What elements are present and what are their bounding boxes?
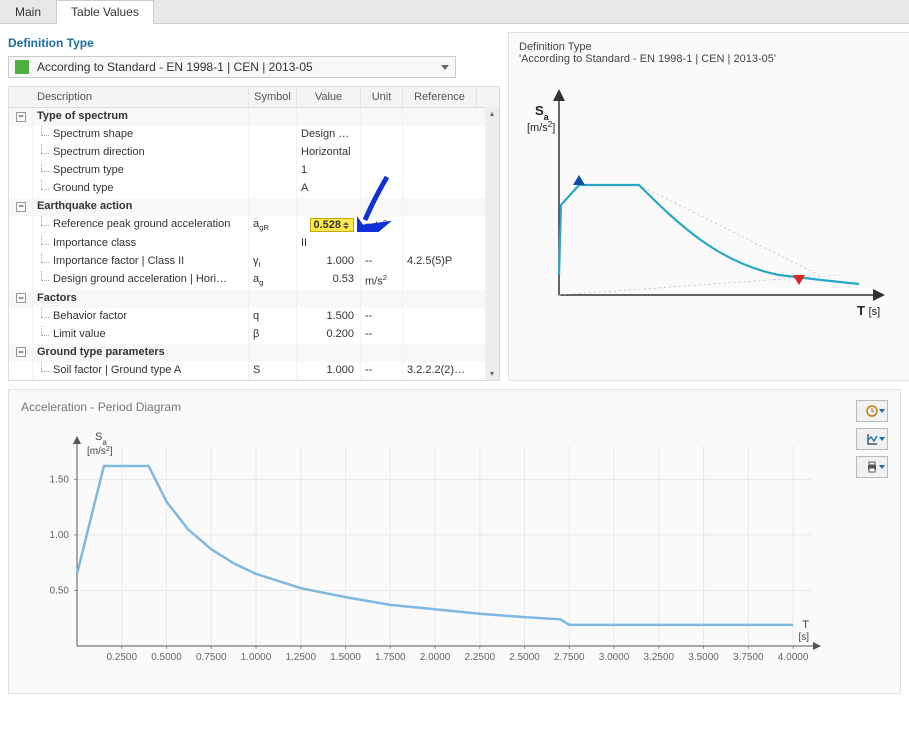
col-unit: Unit (361, 87, 403, 107)
acceleration-period-chart: 0.50 1.00 1.50 0.2500 0.5000 0.7500 1.0000 1.25… (21, 422, 841, 682)
svg-text:1.00: 1.00 (50, 529, 70, 540)
definition-type-title: Definition Type (8, 36, 500, 50)
svg-text:0.2500: 0.2500 (106, 652, 137, 663)
print-tool-button[interactable] (856, 456, 888, 478)
svg-text:1.2500: 1.2500 (285, 652, 316, 663)
category-row: −Factors (9, 290, 499, 308)
category-row: − Type of spectrum (9, 108, 499, 126)
print-icon (865, 460, 879, 474)
svg-text:[m/s2]: [m/s2] (527, 120, 555, 135)
vertical-scrollbar[interactable]: ▴ ▾ (485, 107, 499, 380)
value-cell-agr[interactable]: 0.528 (297, 216, 361, 234)
table-row: Reference peak ground acceleration agR 0… (9, 216, 499, 235)
table-row: Ground typeA (9, 180, 499, 198)
left-pane: Definition Type According to Standard - … (8, 32, 500, 381)
collapse-icon[interactable]: − (16, 293, 26, 303)
table-row: Behavior factorq1.500-- (9, 308, 499, 326)
table-row: Importance classII (9, 235, 499, 253)
chevron-down-icon (879, 437, 885, 441)
category-row: − Earthquake action (9, 198, 499, 216)
svg-text:1.5000: 1.5000 (330, 652, 361, 663)
col-symbol: Symbol (249, 87, 297, 107)
chevron-down-icon (879, 409, 885, 413)
scroll-up-icon[interactable]: ▴ (488, 107, 496, 120)
svg-text:1.0000: 1.0000 (241, 652, 272, 663)
collapse-icon[interactable]: − (16, 112, 26, 122)
svg-text:0.5000: 0.5000 (151, 652, 182, 663)
svg-text:2.0000: 2.0000 (420, 652, 451, 663)
tab-bar: Main Table Values (0, 0, 909, 24)
svg-text:T: T (802, 619, 809, 631)
svg-text:T [s]: T [s] (857, 303, 880, 318)
table-row: Spectrum directionHorizontal (9, 144, 499, 162)
standard-color-swatch (15, 60, 29, 74)
svg-text:0.50: 0.50 (50, 585, 70, 596)
definition-type-dropdown[interactable]: According to Standard - EN 1998-1 | CEN … (8, 56, 456, 78)
collapse-icon[interactable]: − (16, 347, 26, 357)
svg-text:2.7500: 2.7500 (554, 652, 585, 663)
chart-toolbar (856, 400, 888, 685)
col-reference: Reference (403, 87, 477, 107)
dropdown-selected-text: According to Standard - EN 1998-1 | CEN … (37, 60, 441, 74)
svg-text:3.7500: 3.7500 (733, 652, 764, 663)
clock-tool-button[interactable] (856, 400, 888, 422)
preview-subtitle: 'According to Standard - EN 1998-1 | CEN… (519, 53, 899, 65)
chevron-down-icon (441, 65, 449, 70)
table-row: Importance factor | Class IIγI1.000--4.2… (9, 253, 499, 271)
right-preview-pane: Definition Type 'According to Standard -… (508, 32, 909, 381)
svg-text:1.7500: 1.7500 (375, 652, 406, 663)
svg-text:[m/s2]: [m/s2] (87, 445, 113, 457)
svg-text:[s]: [s] (798, 632, 809, 643)
axes-tool-button[interactable] (856, 428, 888, 450)
svg-text:0.7500: 0.7500 (196, 652, 227, 663)
table-row: Soil factor | Ground type AS1.000--3.2.2… (9, 362, 499, 380)
table-row: Spectrum shapeDesign Spectrum (9, 126, 499, 144)
spinner-icon[interactable] (343, 222, 351, 229)
spectrum-preview-chart: Sa[m/s2]T [s] (519, 75, 899, 335)
table-row: Design ground acceleration | Hori…ag0.53… (9, 271, 499, 290)
svg-text:2.2500: 2.2500 (465, 652, 496, 663)
parameters-grid: Description Symbol Value Unit Reference … (8, 86, 500, 381)
svg-text:2.5000: 2.5000 (509, 652, 540, 663)
grid-header: Description Symbol Value Unit Reference (9, 87, 499, 108)
svg-text:3.5000: 3.5000 (688, 652, 719, 663)
table-row: Limit valueβ0.200-- (9, 326, 499, 344)
svg-text:4.0000: 4.0000 (778, 652, 809, 663)
acceleration-period-panel: Acceleration - Period Diagram 0.50 1.00 1.… (8, 389, 901, 694)
preview-title: Definition Type (519, 41, 899, 53)
axes-icon (865, 432, 879, 446)
scroll-down-icon[interactable]: ▾ (488, 367, 496, 380)
svg-text:3.0000: 3.0000 (599, 652, 630, 663)
clock-icon (865, 404, 879, 418)
category-row: −Ground type parameters (9, 344, 499, 362)
collapse-icon[interactable]: − (16, 202, 26, 212)
tab-main[interactable]: Main (0, 0, 56, 23)
col-description: Description (33, 87, 249, 107)
col-value: Value (297, 87, 361, 107)
diagram-title: Acceleration - Period Diagram (21, 400, 846, 414)
chevron-down-icon (879, 465, 885, 469)
svg-text:3.2500: 3.2500 (644, 652, 675, 663)
tab-table-values[interactable]: Table Values (56, 0, 154, 24)
svg-text:1.50: 1.50 (50, 474, 70, 485)
table-row: Spectrum type1 (9, 162, 499, 180)
svg-text:Sa: Sa (95, 431, 107, 447)
